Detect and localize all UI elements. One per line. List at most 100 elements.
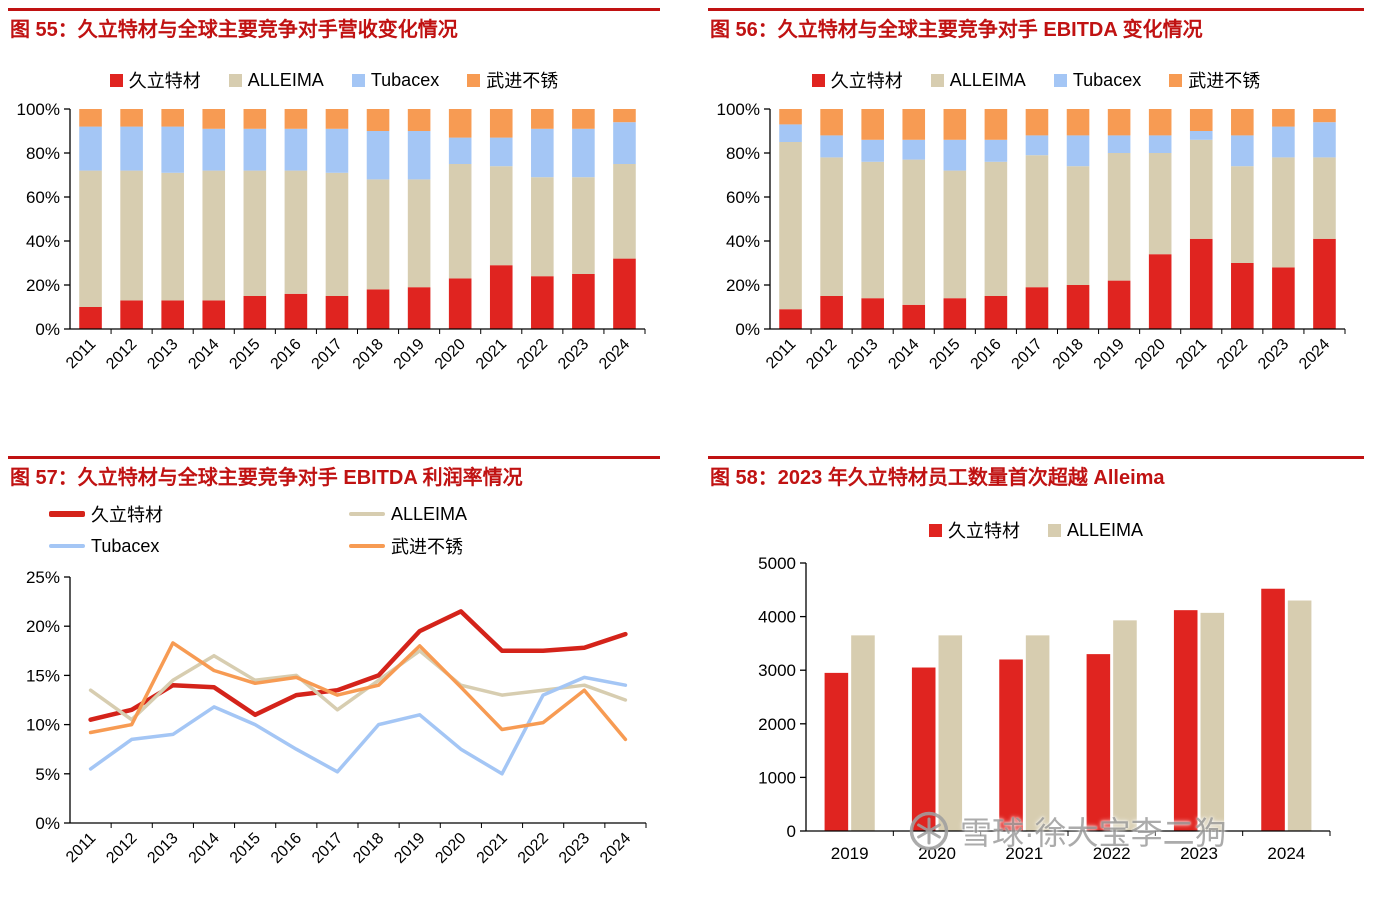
bar-segment-alleima [984, 161, 1008, 296]
y-tick-label: 100% [17, 100, 60, 119]
bar-segment-jiuli [943, 298, 967, 329]
x-tick-label: 2024 [1267, 844, 1305, 863]
bar-segment-jiuli [984, 296, 1008, 329]
figure-56-title: 图 56：久立特材与全球主要竞争对手 EBITDA 变化情况 [710, 19, 1203, 41]
legend-swatch-wujin [467, 73, 481, 87]
snowball-logo-icon [909, 811, 949, 851]
x-tick-label: 2012 [103, 830, 140, 867]
bar-segment-alleima [1272, 157, 1295, 268]
bar-segment-wujin [202, 109, 226, 129]
bar-segment-wujin [161, 109, 184, 127]
bar-segment-alleima [407, 179, 431, 288]
x-tick-label: 2022 [1214, 336, 1251, 373]
bar-jiuli [999, 659, 1023, 831]
x-tick-label: 2024 [596, 336, 633, 373]
legend-label-alleima: ALLEIMA [247, 69, 324, 90]
x-tick-label: 2021 [473, 336, 510, 373]
bar-segment-wujin [489, 109, 513, 138]
legend-swatch-alleima [930, 73, 944, 87]
bar-segment-jiuli [243, 296, 267, 329]
figures-grid: 图 55：久立特材与全球主要竞争对手营收变化情况 久立特材 ALLEIMA Tuba… [8, 8, 1371, 910]
y-tick-label: 25% [26, 568, 60, 587]
x-tick-label: 2023 [555, 336, 592, 373]
bar-segment-jiuli [1025, 287, 1049, 329]
x-tick-label: 2016 [268, 336, 305, 373]
figure-57-legend: 久立特材 ALLEIMA Tubacex 武进不锈 [8, 501, 660, 559]
bar-segment-tubacex [1313, 122, 1336, 158]
x-tick-label: 2014 [185, 336, 222, 373]
bar-segment-jiuli [1231, 263, 1254, 329]
x-tick-label: 2022 [515, 830, 552, 867]
x-tick-label: 2014 [186, 830, 223, 867]
x-tick-label: 2017 [309, 830, 346, 867]
bar-segment-tubacex [902, 139, 926, 160]
figure-55-chart: 0% 20% 40% 60% 80% 100% 2011 2012 2013 2014 2015 20… [8, 99, 660, 416]
bar-alleima [1113, 620, 1137, 831]
x-tick-label: 2017 [309, 336, 346, 373]
bar-segment-wujin [613, 109, 636, 123]
bar-segment-tubacex [531, 128, 554, 178]
chart2-svg: 0% 5% 10% 15% 20% 25% 2011 2012 2013 2014 2015 2016… [26, 568, 647, 867]
legend-swatch-wujin [349, 543, 385, 549]
legend-swatch-alleima [349, 511, 385, 517]
legend-item-jiuli: 久立特材 [109, 67, 201, 93]
bar-segment-jiuli [779, 309, 802, 329]
bar-segment-jiuli [1066, 285, 1090, 329]
y-tick-label: 0% [735, 320, 760, 339]
bar-segment-tubacex [243, 128, 267, 171]
legend-label-wujin: 武进不锈 [1188, 71, 1261, 91]
legend-swatch-alleima [1047, 523, 1061, 537]
chart0-svg: 0%20%40%60%80%100%2011 2012 2013 2014 2015 20… [17, 100, 646, 373]
figure-58-chart: 0 1000 2000 3000 4000 5000 2019 2020 2021 2022 202… [722, 549, 1364, 884]
bar-segment-wujin [531, 109, 554, 129]
bar-segment-wujin [120, 109, 143, 127]
legend-label-wujin: 武进不锈 [391, 537, 463, 557]
bar-segment-tubacex [1025, 135, 1049, 156]
x-tick-label: 2014 [885, 336, 922, 373]
bar-segment-jiuli [902, 304, 926, 329]
legend-swatch-jiuli [49, 511, 85, 517]
y-tick-label: 40% [726, 232, 760, 251]
line-jiuli [88, 609, 628, 722]
y-tick-label: 20% [26, 276, 60, 295]
bar-jiuli [1261, 588, 1285, 831]
chart1-svg: 0%20%40%60%80%100%2011 2012 2013 2014 2015 20… [717, 100, 1346, 373]
legend-item-tubacex: Tubacex [49, 533, 159, 559]
bar-segment-jiuli [820, 296, 843, 329]
bar-segment-tubacex [161, 126, 184, 173]
legend-item-tubacex: Tubacex [1053, 70, 1141, 91]
bar-segment-wujin [1148, 109, 1172, 136]
legend-item-alleima: ALLEIMA [1047, 520, 1143, 541]
legend-swatch-wujin [1169, 73, 1183, 87]
bar-alleima [1287, 600, 1312, 831]
bar-segment-tubacex [1107, 135, 1131, 153]
y-tick-label: 5% [35, 765, 60, 784]
y-tick-label: 80% [26, 144, 60, 163]
bar-segment-jiuli [613, 258, 636, 329]
x-tick-label: 2020 [432, 336, 469, 373]
legend-label-jiuli: 久立特材 [947, 521, 1020, 541]
x-tick-label: 2012 [803, 336, 840, 373]
x-tick-label: 2021 [1005, 844, 1043, 863]
y-tick-label: 80% [726, 144, 760, 163]
bar-segment-tubacex [366, 131, 390, 180]
bar-segment-alleima [1231, 166, 1254, 263]
bar-segment-wujin [1231, 109, 1254, 136]
x-tick-label: 2022 [1093, 844, 1131, 863]
bar-segment-wujin [820, 109, 843, 136]
x-tick-label: 2011 [763, 336, 799, 372]
bar-segment-wujin [1066, 109, 1090, 136]
legend-item-alleima: ALLEIMA [930, 70, 1026, 91]
x-tick-label: 2012 [103, 336, 140, 373]
bar-segment-tubacex [984, 139, 1008, 162]
y-tick-label: 100% [717, 100, 760, 119]
bar-alleima [1200, 612, 1225, 831]
legend-label-alleima: ALLEIMA [391, 503, 468, 524]
figure-58-legend: 久立特材 ALLEIMA [708, 517, 1364, 543]
legend-swatch-tubacex [49, 543, 85, 549]
bar-segment-alleima [572, 177, 595, 274]
legend-label-tubacex: Tubacex [91, 535, 160, 556]
bar-segment-wujin [407, 109, 431, 131]
bar-segment-alleima [1025, 155, 1049, 288]
bar-segment-tubacex [120, 126, 143, 171]
